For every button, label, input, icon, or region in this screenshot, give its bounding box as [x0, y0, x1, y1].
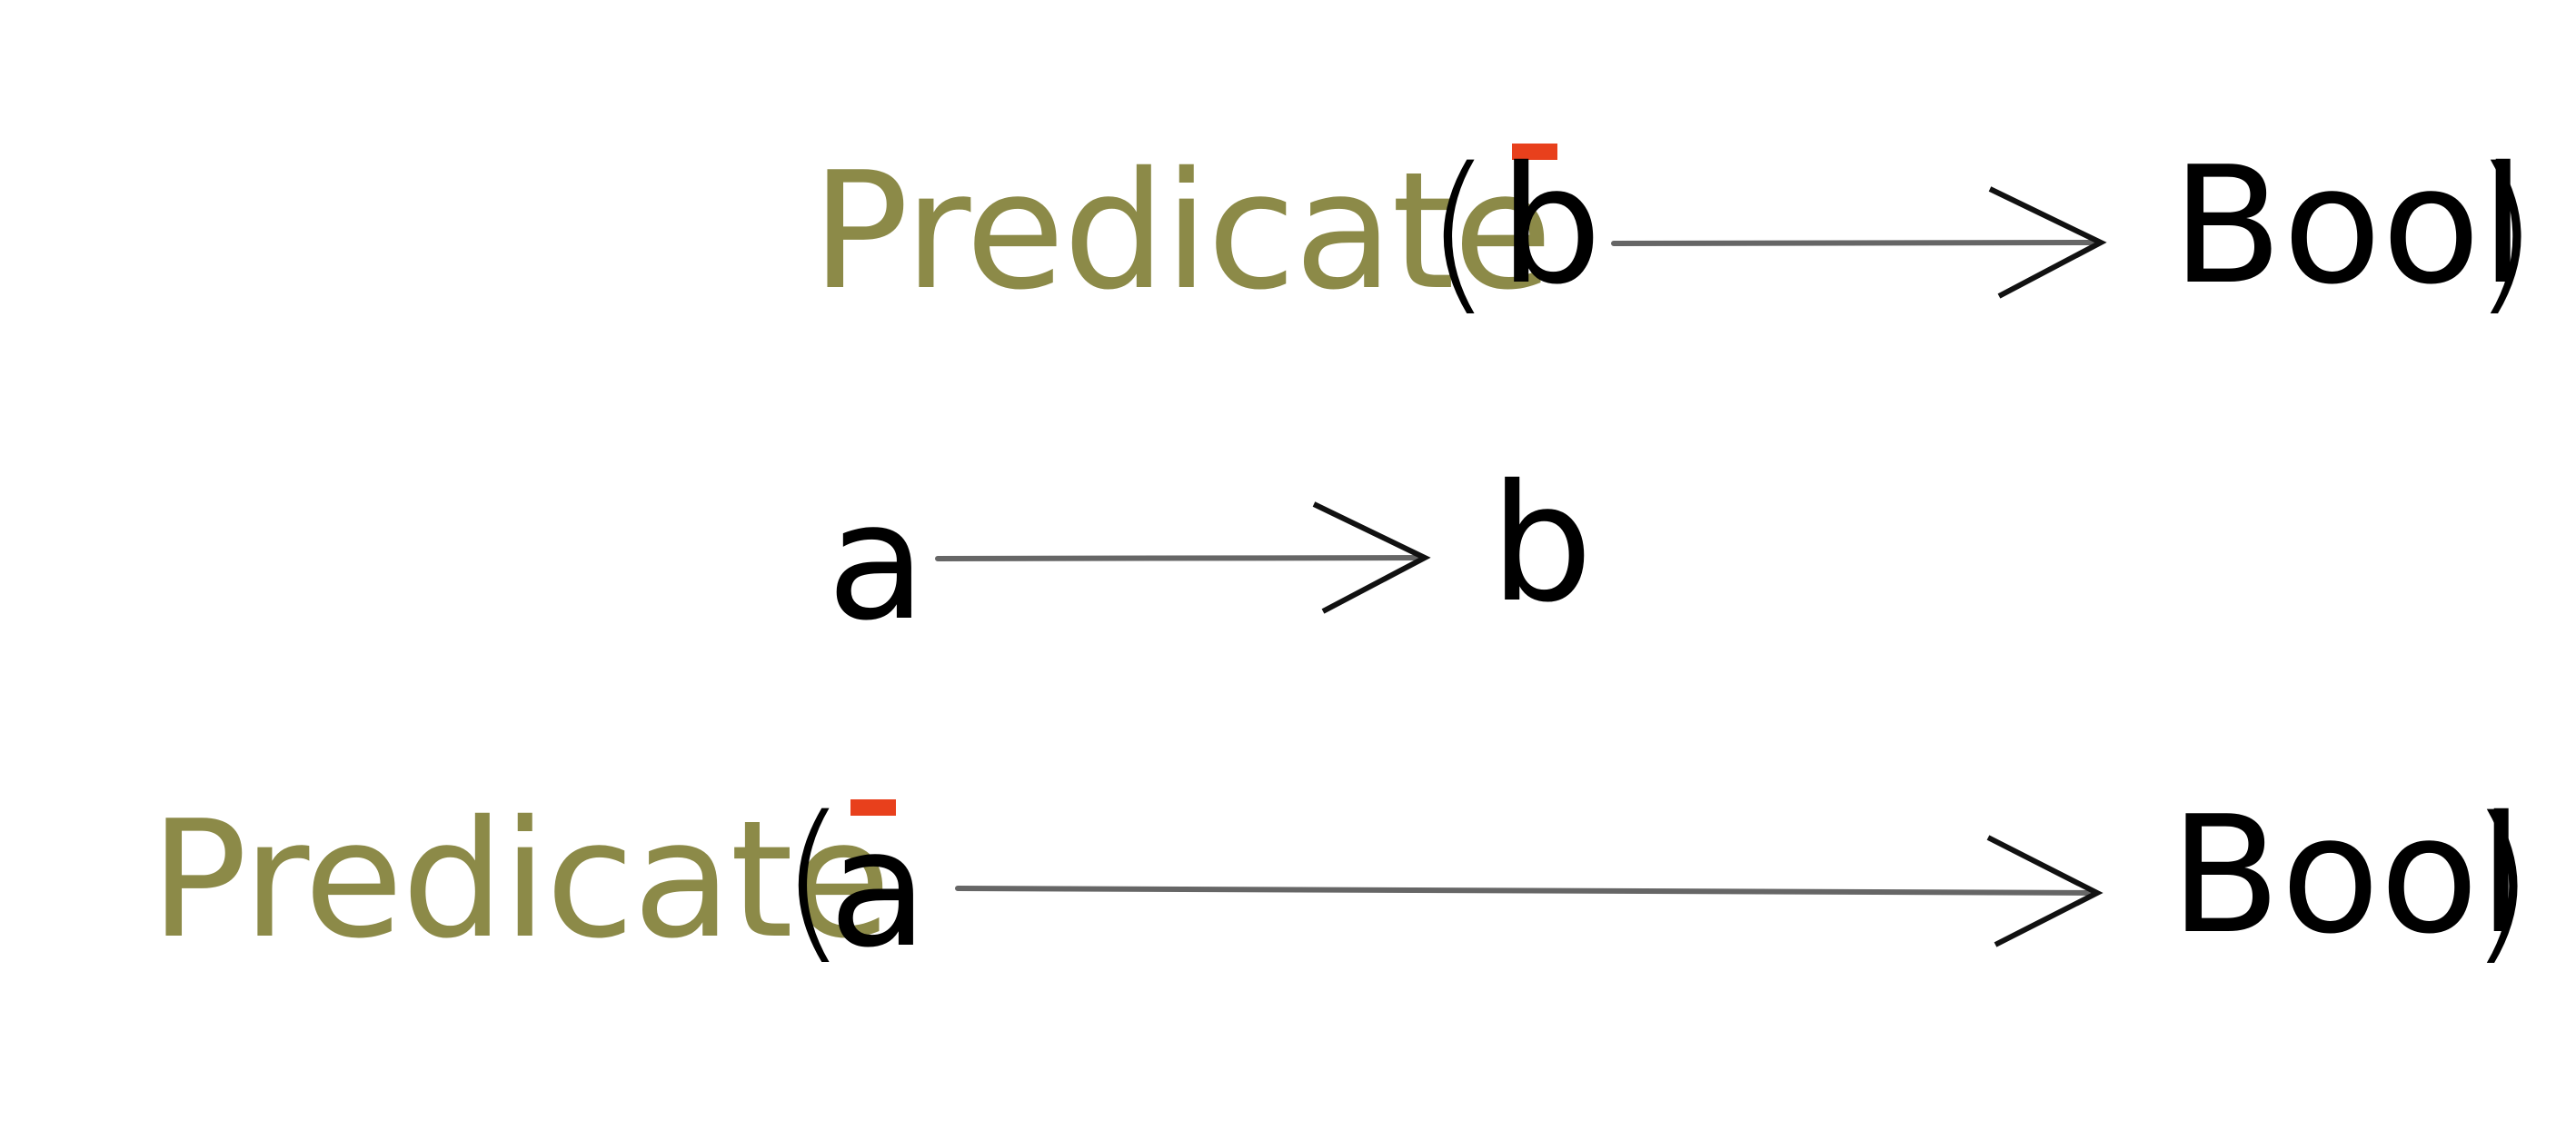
bottom-arg-variable: a — [829, 795, 929, 983]
top-contravariance-mark — [1512, 144, 1557, 160]
top-result-type: Bool — [2172, 132, 2526, 320]
middle-from-variable: a — [827, 468, 927, 656]
top-close-paren: ) — [2472, 131, 2540, 332]
bottom-arrow — [955, 835, 2104, 947]
bottom-contravariance-mark — [850, 799, 896, 816]
top-arg-variable: b — [1499, 132, 1602, 320]
bottom-arrow-head — [1986, 835, 2104, 947]
bottom-arrow-shaft — [955, 886, 2098, 896]
middle-arrow-shaft — [935, 555, 1425, 561]
top-arrow — [1611, 186, 2107, 299]
top-predicate-label: Predicate — [811, 137, 1553, 325]
middle-arrow-head — [1312, 501, 1431, 614]
bottom-predicate-label: Predicate — [150, 786, 891, 974]
bottom-close-paren: ) — [2468, 780, 2536, 981]
bottom-result-type: Bool — [2170, 781, 2524, 969]
top-open-paren: ( — [1425, 131, 1493, 332]
middle-arrow — [935, 501, 1431, 614]
middle-to-variable: b — [1490, 450, 1593, 638]
bottom-open-paren: ( — [780, 779, 848, 980]
top-arrow-head — [1988, 186, 2107, 299]
